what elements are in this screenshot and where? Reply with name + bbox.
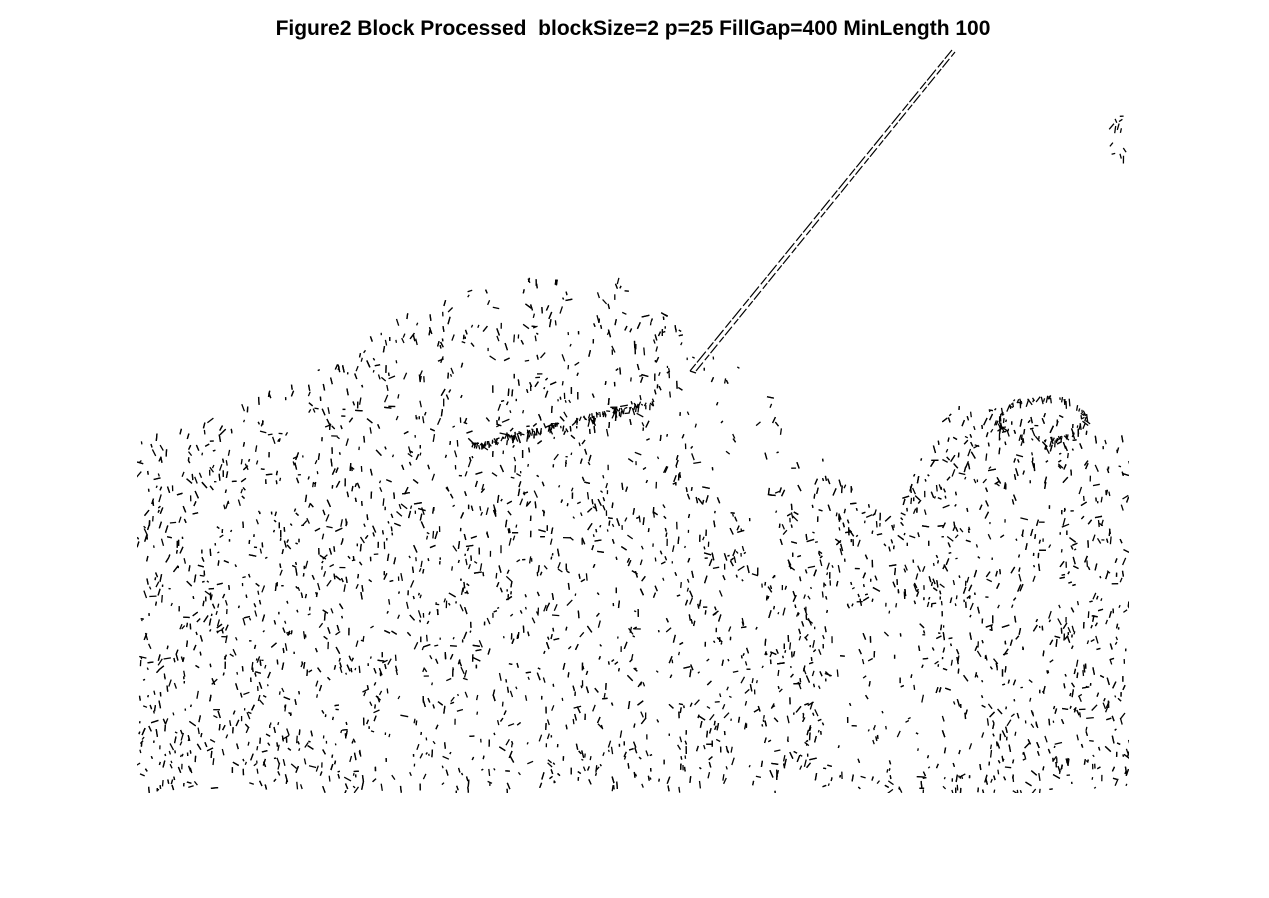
pole-edge-lines xyxy=(689,49,956,374)
edge-texture xyxy=(137,115,1129,793)
image-axes xyxy=(137,46,1129,793)
edge-map-image xyxy=(137,46,1129,793)
figure-title: Figure2 Block Processed blockSize=2 p=25… xyxy=(275,17,991,40)
